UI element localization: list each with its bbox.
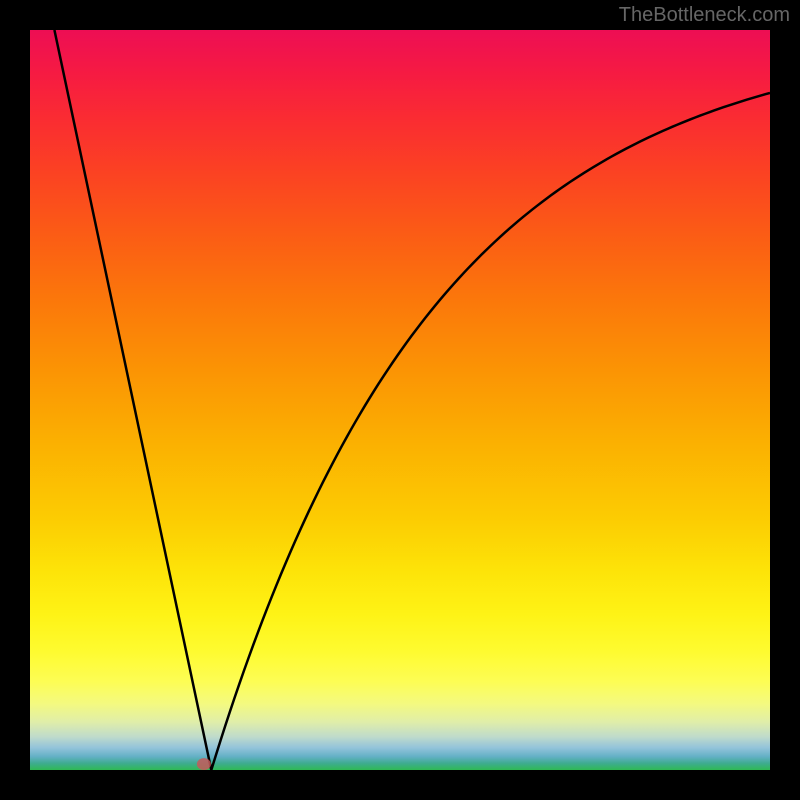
- bottleneck-plot: [30, 30, 770, 770]
- attribution-text: TheBottleneck.com: [619, 4, 790, 27]
- gradient-background: [30, 30, 770, 770]
